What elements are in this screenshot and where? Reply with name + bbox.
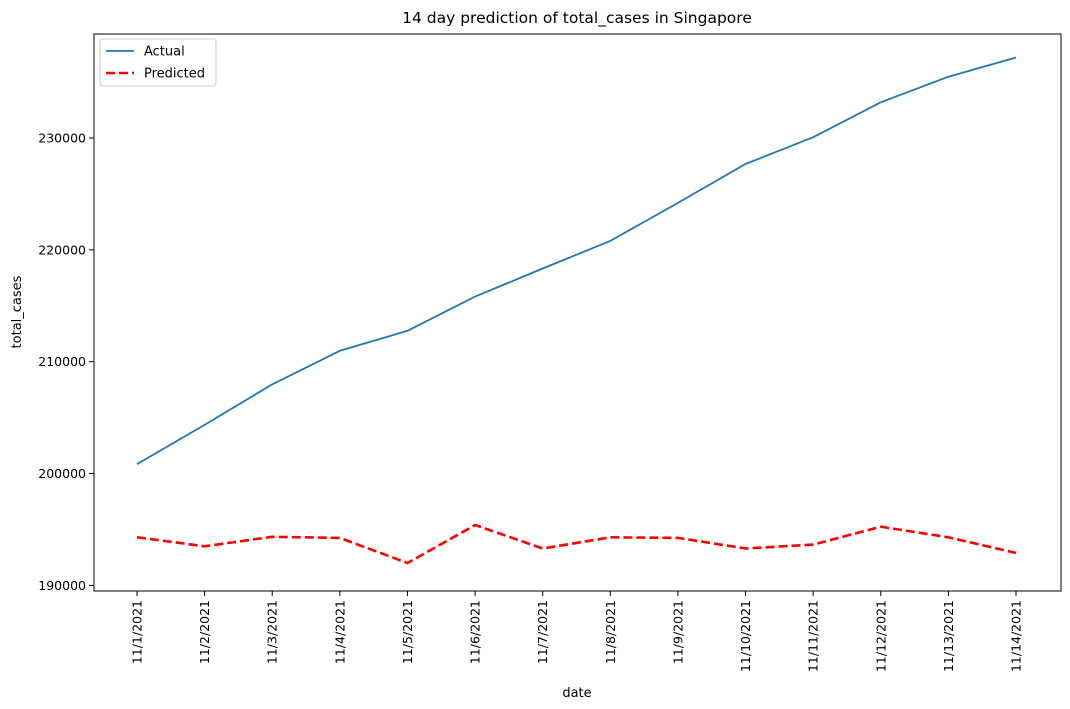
x-tick-label: 11/2/2021	[197, 600, 212, 664]
y-tick-label: 230000	[38, 131, 86, 146]
x-tick-label: 11/11/2021	[806, 600, 821, 672]
chart-title: 14 day prediction of total_cases in Sing…	[402, 9, 752, 28]
x-tick-label: 11/12/2021	[873, 600, 888, 672]
y-tick-label: 210000	[38, 354, 86, 369]
x-tick-label: 11/5/2021	[400, 600, 415, 664]
series-line-predicted	[136, 523, 1017, 565]
x-tick-label: 11/3/2021	[265, 600, 280, 664]
x-tick-label: 11/8/2021	[603, 600, 618, 664]
x-tick-label: 11/6/2021	[468, 600, 483, 664]
x-axis: 11/1/2021 11/2/2021 11/3/2021 11/4/2021 11/5…	[130, 591, 1024, 672]
series-line-actual	[136, 56, 1017, 465]
x-tick-label: 11/1/2021	[130, 600, 145, 664]
plot-frame	[93, 33, 1062, 592]
x-tick-label: 11/13/2021	[941, 600, 956, 672]
y-tick-label: 190000	[38, 578, 86, 593]
x-axis-label: date	[562, 686, 591, 701]
series-layer	[136, 56, 1017, 565]
x-tick-label: 11/9/2021	[670, 600, 685, 664]
legend-label-predicted: Predicted	[144, 67, 205, 82]
x-tick-label: 11/10/2021	[738, 600, 753, 672]
legend-label-actual: Actual	[144, 45, 185, 60]
x-tick-label: 11/7/2021	[535, 600, 550, 664]
x-tick-label: 11/4/2021	[332, 600, 347, 664]
x-tick-label: 11/14/2021	[1009, 600, 1024, 672]
y-tick-label: 200000	[38, 466, 86, 481]
y-axis-label: total_cases	[10, 275, 25, 348]
plot-area	[93, 33, 1062, 592]
y-axis: 190000 200000 210000 220000 230000	[38, 131, 94, 593]
legend: Actual Predicted	[99, 38, 217, 87]
y-tick-label: 220000	[38, 242, 86, 257]
